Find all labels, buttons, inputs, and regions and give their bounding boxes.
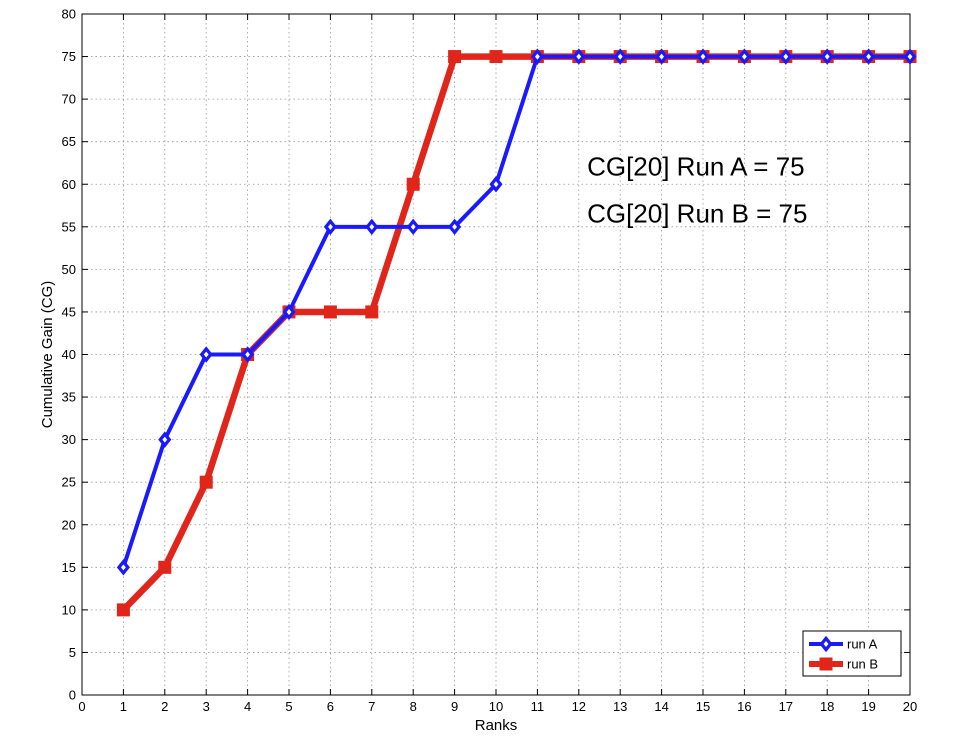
series xyxy=(116,48,917,617)
y-tick-label: 45 xyxy=(62,304,76,319)
x-tick-label: 8 xyxy=(410,699,417,714)
data-point xyxy=(158,560,172,574)
y-tick-label: 50 xyxy=(62,262,76,277)
data-point-highlight xyxy=(286,308,292,315)
x-tick-label: 4 xyxy=(244,699,251,714)
data-point-highlight xyxy=(328,223,333,230)
x-tick-label: 6 xyxy=(327,699,334,714)
legend-label: run A xyxy=(847,637,878,652)
annotation-text: CG[20] Run A = 75 xyxy=(587,152,805,182)
series-run-a xyxy=(116,48,917,576)
data-point-highlight xyxy=(245,351,250,358)
y-tick-label: 25 xyxy=(62,475,76,490)
x-tick-label: 1 xyxy=(120,699,127,714)
series-line xyxy=(121,54,912,570)
x-tick-label: 18 xyxy=(820,699,834,714)
data-point-highlight xyxy=(659,53,664,60)
x-tick-label: 17 xyxy=(779,699,793,714)
legend: run A run B xyxy=(802,630,902,677)
data-point xyxy=(116,603,130,617)
annotations: CG[20] Run A = 75 CG[20] Run B = 75 xyxy=(587,152,807,229)
data-point-highlight xyxy=(121,564,126,571)
data-point-highlight xyxy=(617,53,623,60)
data-point-highlight xyxy=(866,53,871,60)
series-line xyxy=(120,53,914,614)
data-point xyxy=(323,305,337,319)
data-point-highlight xyxy=(576,53,582,60)
axis-ticks: 0 1 2 3 4 5 6 7 8 9 10 11 12 13 14 15 16 17 18 19 2005101520… xyxy=(62,7,918,715)
data-point xyxy=(199,475,213,489)
x-tick-label: 3 xyxy=(203,699,210,714)
x-tick-label: 15 xyxy=(696,699,710,714)
data-point xyxy=(489,50,503,64)
data-point-highlight xyxy=(493,181,499,188)
x-tick-label: 12 xyxy=(572,699,586,714)
data-point-highlight xyxy=(700,53,706,60)
legend-swatch-marker xyxy=(819,657,833,671)
data-point-highlight xyxy=(783,53,789,60)
data-point-highlight xyxy=(162,436,168,443)
x-tick-label: 19 xyxy=(861,699,875,714)
x-tick-label: 7 xyxy=(368,699,375,714)
legend-swatch-marker-highlight xyxy=(823,641,829,647)
y-tick-label: 35 xyxy=(62,390,76,405)
x-tick-label: 9 xyxy=(451,699,458,714)
data-point-highlight xyxy=(907,53,913,60)
data-point-highlight xyxy=(535,53,540,60)
annotation-text: CG[20] Run B = 75 xyxy=(587,199,807,229)
x-tick-label: 16 xyxy=(737,699,751,714)
x-tick-label: 11 xyxy=(531,699,545,714)
data-point-highlight xyxy=(824,53,830,60)
data-point xyxy=(448,50,462,64)
x-tick-label: 20 xyxy=(903,699,917,714)
data-point-highlight xyxy=(369,223,375,230)
y-tick-label: 65 xyxy=(62,134,76,149)
data-point xyxy=(406,177,420,191)
x-tick-label: 0 xyxy=(78,699,85,714)
data-point-highlight xyxy=(452,223,457,230)
y-tick-label: 20 xyxy=(62,517,76,532)
y-tick-label: 80 xyxy=(62,7,76,22)
x-tick-label: 5 xyxy=(285,699,292,714)
y-tick-label: 30 xyxy=(62,432,76,447)
y-tick-label: 40 xyxy=(62,347,76,362)
data-point-highlight xyxy=(203,351,209,358)
data-point-highlight xyxy=(410,223,416,230)
y-tick-label: 15 xyxy=(62,560,76,575)
y-axis-label: Cumulative Gain (CG) xyxy=(39,281,56,429)
x-tick-label: 13 xyxy=(613,699,627,714)
x-tick-label: 2 xyxy=(161,699,168,714)
y-tick-label: 55 xyxy=(62,219,76,234)
legend-label: run B xyxy=(847,657,878,672)
legend-box xyxy=(802,630,902,677)
series-run-b xyxy=(116,50,917,617)
y-tick-label: 75 xyxy=(62,49,76,64)
data-point xyxy=(365,305,379,319)
y-tick-label: 5 xyxy=(69,645,76,660)
y-tick-label: 10 xyxy=(62,602,76,617)
y-tick-label: 0 xyxy=(69,688,76,703)
x-tick-label: 10 xyxy=(489,699,503,714)
y-tick-label: 70 xyxy=(62,92,76,107)
x-axis-label: Ranks xyxy=(475,717,518,734)
x-tick-label: 14 xyxy=(654,699,668,714)
data-point-highlight xyxy=(742,53,747,60)
y-tick-label: 60 xyxy=(62,177,76,192)
grid xyxy=(82,14,910,695)
